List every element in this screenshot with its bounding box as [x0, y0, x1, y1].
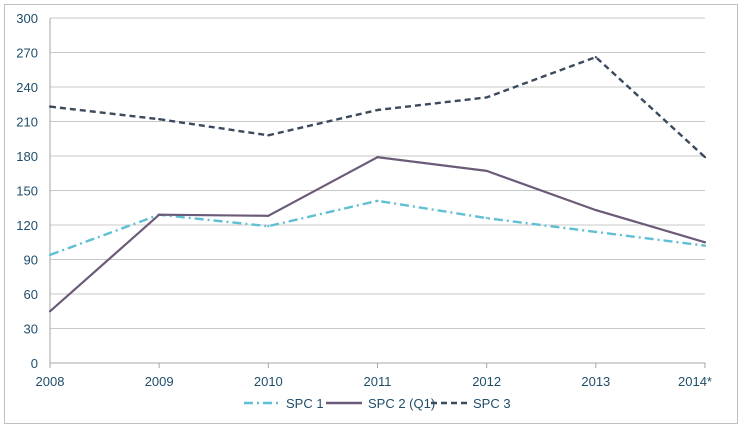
y-tick-label: 210 — [16, 115, 38, 130]
data-point-series-1 — [485, 217, 488, 220]
y-tick-labels: 0 30 60 90 120 150 180 210 240 270 300 — [16, 11, 38, 371]
data-point-series-2 — [158, 213, 161, 216]
y-tick-label: 120 — [16, 218, 38, 233]
x-tick-label: 2008 — [36, 374, 65, 389]
data-point-series-2 — [267, 214, 270, 217]
data-point-series-2 — [703, 241, 707, 244]
y-tick-label: 270 — [16, 46, 38, 61]
y-tick-label: 240 — [16, 80, 38, 95]
x-tick-label: 2010 — [254, 374, 283, 389]
x-tick-label: 2012 — [472, 374, 501, 389]
data-point-series-3 — [376, 108, 379, 112]
y-tick-label: 60 — [24, 287, 38, 302]
series-line-3 — [49, 55, 706, 159]
y-tick-label: 0 — [31, 356, 38, 371]
legend-label: SPC 3 — [473, 396, 511, 411]
x-tick-label: 2014* — [678, 374, 712, 389]
data-point-series-3 — [158, 118, 161, 121]
series-line-1 — [49, 199, 706, 257]
data-point-series-2 — [485, 169, 488, 173]
data-point-series-2 — [48, 310, 52, 313]
series-line-2 — [49, 156, 706, 313]
legend-item-1: SPC 1 — [244, 396, 324, 411]
data-point-series-3 — [48, 105, 52, 108]
data-point-series-1 — [376, 199, 379, 202]
y-tick-label: 150 — [16, 184, 38, 199]
data-point-series-3 — [594, 56, 597, 59]
data-point-series-1 — [703, 244, 707, 247]
series-lines — [48, 55, 707, 313]
x-tick-label: 2011 — [364, 374, 392, 389]
y-tick-label: 90 — [24, 253, 38, 268]
axes — [49, 18, 706, 368]
legend-item-2: SPC 2 (Q1) — [326, 396, 435, 411]
x-tick-label: 2009 — [145, 374, 174, 389]
data-point-series-2 — [594, 208, 597, 212]
data-point-series-3 — [703, 156, 707, 159]
data-point-series-3 — [267, 134, 270, 137]
grid-lines — [50, 17, 705, 329]
legend-item-3: SPC 3 — [431, 396, 511, 411]
y-tick-label: 30 — [24, 322, 38, 337]
legend: SPC 1 SPC 2 (Q1) SPC 3 — [244, 396, 511, 411]
legend-label: SPC 1 — [286, 396, 324, 411]
data-point-series-1 — [267, 225, 270, 228]
x-tick-labels: 2008 2009 2010 2011 2012 2013 2014* — [36, 374, 712, 389]
y-tick-label: 180 — [16, 149, 38, 164]
data-point-series-2 — [376, 156, 379, 159]
x-tick-label: 2013 — [581, 374, 610, 389]
data-point-series-3 — [485, 96, 488, 99]
y-tick-label: 300 — [16, 11, 38, 26]
data-point-series-1 — [594, 230, 597, 233]
legend-label: SPC 2 (Q1) — [368, 396, 435, 411]
data-point-series-1 — [48, 253, 52, 256]
